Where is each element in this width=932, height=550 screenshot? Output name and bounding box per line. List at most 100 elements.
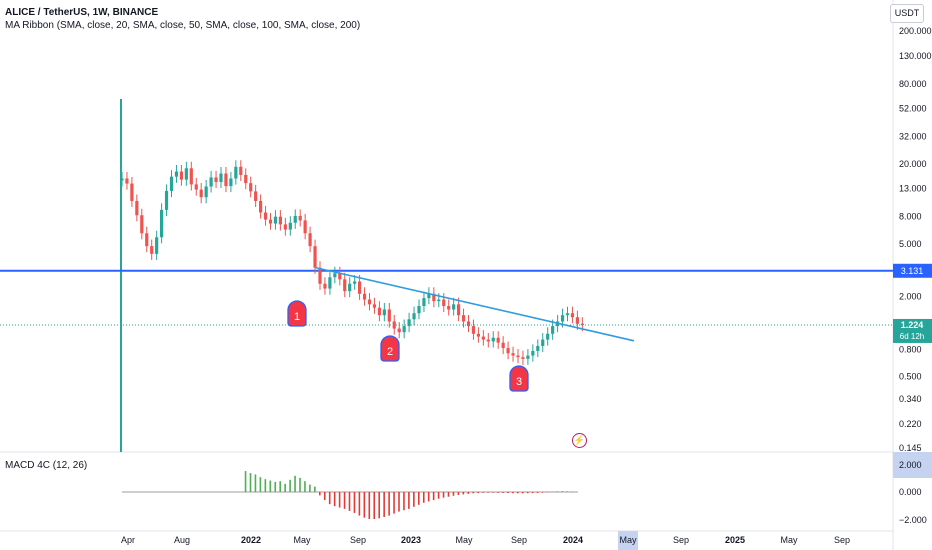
candle-body [486,339,490,342]
candle [160,203,164,244]
macd-histogram-bar [338,492,341,508]
candle-body [417,306,421,314]
lightning-icon[interactable]: ⚡ [572,433,587,448]
candle [244,168,248,190]
macd-histogram-bar [487,492,489,493]
wave-marker-label: 3 [516,376,522,388]
x-tick-label: Sep [834,535,850,545]
macd-histogram-bar [274,481,277,492]
macd-histogram-bar [279,481,281,492]
candle [268,213,273,230]
candle [486,333,490,348]
candle-body [496,337,500,343]
candle-body [140,215,144,234]
macd-histogram-bar [259,477,262,492]
candle-body [575,317,579,324]
candle-body [229,178,233,187]
macd-histogram-bar [378,492,380,519]
candle [204,179,208,204]
macd-histogram-bar [472,492,475,494]
candle-body [219,173,223,182]
candle-body [516,355,520,358]
candle [432,287,436,308]
candle-body [169,176,174,191]
candle [457,297,461,322]
wave-marker-badge [380,335,400,362]
y-tick-label: 130.000 [899,51,932,61]
macd-histogram-bar [289,479,291,492]
macd-histogram-bar [457,492,460,495]
candle-body [471,326,476,334]
candle-body [506,348,510,354]
macd-histogram-bar [556,491,559,492]
candle-body [367,299,372,305]
y-tick-label: 13.000 [899,184,927,194]
symbol-legend-title[interactable]: ALICE / TetherUS, 1W, BINANCE [5,7,159,18]
macd-histogram-bar [447,492,450,497]
candle-body [412,313,416,320]
candle-body [407,319,411,327]
wave-marker: 1 [287,300,307,327]
candle [407,312,411,333]
x-tick-label: 2022 [241,535,261,545]
y-tick-label: 0.340 [899,394,922,404]
candle-body [313,246,317,268]
wave-marker: 3 [509,365,529,392]
x-tick-label: May [780,535,798,545]
macd-histogram-bar [497,492,499,493]
candle [565,306,570,322]
candle-body [476,333,480,337]
macd-histogram-bar [244,471,247,492]
candle-body [422,298,426,307]
candle [506,341,510,360]
macd-axis-highlight [893,452,932,478]
ma-ribbon-legend[interactable]: MA Ribbon (SMA, close, 20, SMA, close, 5… [5,20,361,31]
candle-body [328,277,332,289]
candle-body [204,186,208,198]
candle [298,209,302,227]
candle [575,310,579,330]
macd-histogram-bar [403,492,405,511]
macd-histogram-bar [512,492,514,494]
candle-body [160,209,164,238]
candle [447,299,451,316]
currency-button[interactable]: USDT [890,4,924,23]
candle-body [283,224,287,230]
macd-histogram-bar [363,492,366,518]
candle-body [244,174,248,184]
macd-histogram-bar [526,492,529,494]
macd-histogram-bar [358,492,361,516]
candle [501,336,505,355]
candle [496,331,500,349]
candle-body [254,191,258,201]
candle-body [546,333,550,340]
macd-histogram-bar [383,492,385,517]
candle-body [536,345,540,351]
candle [476,327,480,343]
candle [481,330,485,346]
macd-histogram-bar [482,492,484,493]
candle-body [580,323,584,326]
candle [422,291,426,313]
macd-histogram-bar [348,492,351,511]
candle [491,331,495,348]
candle [179,164,183,186]
wave-marker-badge [287,300,307,327]
macd-histogram-bar [477,492,479,494]
macd-histogram-bar [319,492,321,496]
candle [526,349,530,365]
macd-histogram-bar [541,492,544,493]
macd-histogram-bar [314,486,316,492]
macd-histogram-bar [309,484,311,492]
candle-countdown-label: 6d 12h [900,332,924,341]
macd-legend[interactable]: MACD 4C (12, 26) [5,460,88,471]
macd-histogram-bar [398,492,400,512]
macd-y-tick-label: −2.000 [899,515,927,525]
candle-body [526,355,530,359]
x-tick-label: May [455,535,473,545]
macd-histogram-bar [492,492,494,493]
x-tick-label: 2024 [563,535,583,545]
x-tick-label: Aug [174,535,190,545]
candle [308,226,312,253]
